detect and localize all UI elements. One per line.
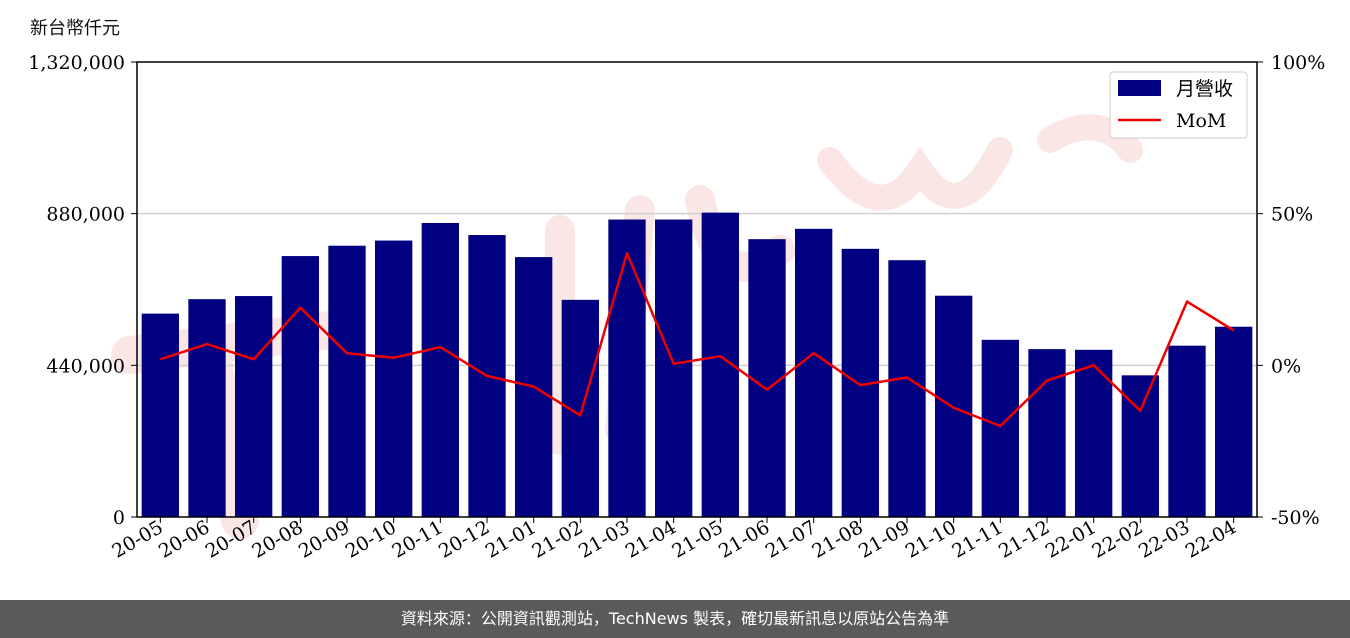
y-left-tick-label: 440,000 (46, 355, 125, 377)
x-tick-label: 21-03 (575, 516, 633, 562)
x-tick-label: 21-09 (855, 516, 913, 562)
bar (375, 240, 413, 517)
x-tick-label: 21-06 (715, 516, 773, 562)
x-tick-label: 20-09 (295, 516, 353, 562)
x-tick-label: 21-05 (668, 516, 726, 562)
x-tick-label: 21-11 (948, 516, 1006, 562)
x-tick-label: 20-06 (155, 516, 213, 562)
x-tick-label: 21-01 (482, 516, 540, 562)
bar (235, 296, 273, 517)
gridlines (137, 212, 1257, 367)
mom-series-line (159, 251, 1235, 428)
x-tick-label: 22-03 (1135, 516, 1193, 562)
bar (1075, 349, 1113, 517)
bar (1168, 345, 1206, 517)
mom-line (159, 251, 1235, 428)
bar (421, 222, 459, 517)
bar (281, 256, 319, 517)
x-tick-label: 20-10 (342, 516, 400, 562)
x-tick-label: 22-01 (1042, 516, 1100, 562)
bar (748, 239, 786, 517)
bar (188, 299, 226, 517)
y-left-tick-label: 880,000 (46, 204, 125, 226)
x-tick-label: 20-11 (388, 516, 446, 562)
y-right-tick-label: 0% (1271, 355, 1301, 377)
bar (888, 260, 926, 517)
legend-swatch-bar (1118, 80, 1161, 96)
y-left-tick-label: 0 (113, 507, 125, 529)
bar (141, 313, 179, 517)
bar (608, 219, 646, 517)
bar (1028, 349, 1066, 517)
bar (981, 339, 1019, 517)
y-right-tick-label: 50% (1271, 204, 1313, 226)
bar (795, 228, 833, 518)
x-tick-label: 21-07 (762, 516, 820, 562)
revenue-chart: 0 440,000 880,000 1,320,000 -50% 0% 50% 100% 20-… (28, 52, 1325, 563)
x-tick-label: 21-10 (902, 516, 960, 562)
bar (1215, 326, 1253, 517)
plot-frame (136, 61, 1258, 518)
bar (655, 219, 693, 517)
bars (141, 212, 1253, 518)
y-right-tick-label: -50% (1271, 507, 1320, 529)
y-axis-title: 新台幣仟元 (30, 18, 120, 39)
x-tick-label: 22-04 (1182, 516, 1240, 562)
x-tick-label: 21-04 (622, 516, 680, 562)
y-right-tick-label: 100% (1271, 52, 1325, 74)
x-tick-label: 22-02 (1088, 516, 1146, 562)
x-tick-label: 20-12 (435, 516, 493, 562)
x-tick-label: 21-12 (995, 516, 1053, 562)
bar (328, 245, 366, 517)
y-left-tick-label: 1,320,000 (28, 52, 125, 74)
source-footer: 資料來源：公開資訊觀測站，TechNews 製表，確切最新訊息以原站公告為準 (0, 600, 1350, 638)
legend: 月營收 MoM (1109, 71, 1248, 139)
legend-label-bar: 月營收 (1176, 78, 1233, 100)
x-tick-label: 21-08 (808, 516, 866, 562)
x-tick-label: 21-02 (528, 516, 586, 562)
legend-label-line: MoM (1176, 110, 1226, 132)
